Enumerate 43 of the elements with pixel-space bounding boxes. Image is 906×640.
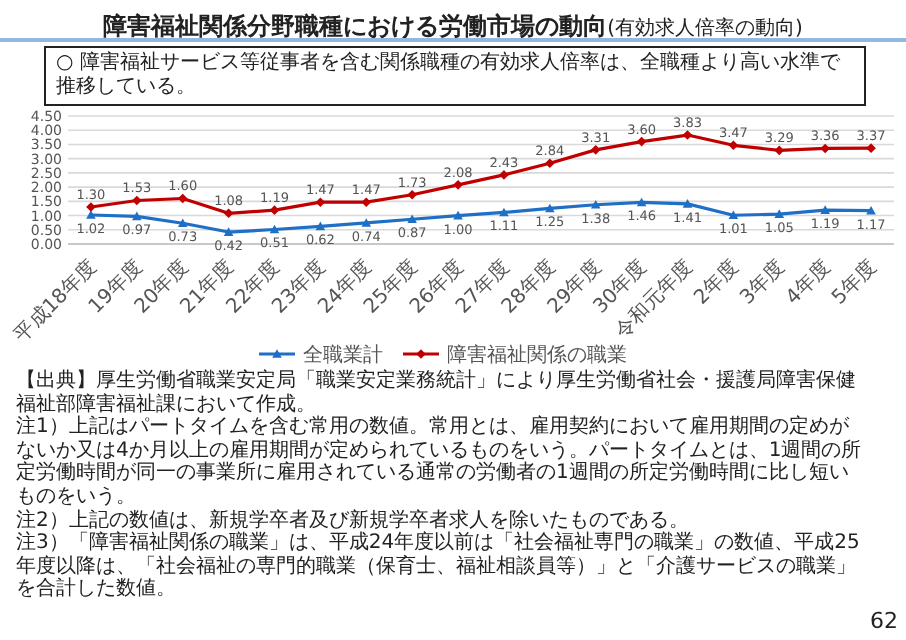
text: 注3）「障害福祉関係の職業」は、平成24年度以前は「社会福祉専門の職業」の数値、平成25年度以降は、「社会福祉の専門的職業（保育士、福祉相談員等）」と「介護サービスの職業」を合計した数値。 (16, 532, 862, 602)
point (361, 197, 372, 207)
point (315, 197, 326, 207)
chart-title: 障害福祉関係分野職種における労働市場の動向 (103, 12, 608, 40)
point (407, 189, 417, 200)
point (499, 207, 509, 217)
point (866, 205, 876, 215)
text: 【出典】厚生労働省職業安定局「職業安定業務統計」により厚生労働省社会・援護局障害保健福祉部障害福祉課において作成。 (16, 370, 858, 416)
text: 注2）上記の数値は、新規学卒者及び新規学卒者求人を除いたものである。 (16, 509, 689, 532)
point (590, 145, 601, 155)
point (545, 203, 555, 213)
point (453, 210, 463, 220)
point (636, 197, 647, 207)
point (774, 209, 785, 218)
chart-subtitle: (有効求人倍率の動向) (607, 18, 803, 40)
point (361, 218, 372, 227)
point (132, 195, 142, 206)
point (590, 199, 601, 209)
point (315, 221, 326, 231)
point (682, 199, 693, 208)
point (728, 210, 739, 220)
point (407, 214, 417, 224)
point (132, 211, 142, 221)
legend-label: 障害福祉関係の職業 (447, 343, 627, 367)
point (453, 180, 463, 190)
text: 62 (870, 608, 898, 634)
point (728, 140, 739, 151)
point (86, 210, 96, 219)
point (177, 193, 188, 204)
point (269, 224, 280, 234)
point (177, 218, 188, 228)
point (545, 158, 555, 169)
legend-label: 全職業計 (303, 343, 383, 367)
text: 注1）上記はパートタイムを含む常用の数値。常用とは、雇用契約において雇用期間の定めがないか又は4か月以上の雇用期間が定められているものをいう。パートタイムとは、1週間の所定労働時間が同一の事業所に雇用されている通常の労働者の1週間の所定労働時間に比し短いものをいう。 (16, 416, 864, 509)
x-tick-label: 5年度 (827, 255, 882, 310)
point (682, 130, 693, 140)
point (774, 145, 785, 156)
x-tick-label: 3年度 (735, 255, 790, 310)
point (223, 227, 234, 236)
point (223, 208, 234, 219)
point (820, 205, 830, 214)
text: ○ 障害福祉サービス等従事者を含む関係職種の有効求人倍率は、全職種より高い水準で推移している。 (44, 46, 866, 106)
point (636, 136, 647, 147)
